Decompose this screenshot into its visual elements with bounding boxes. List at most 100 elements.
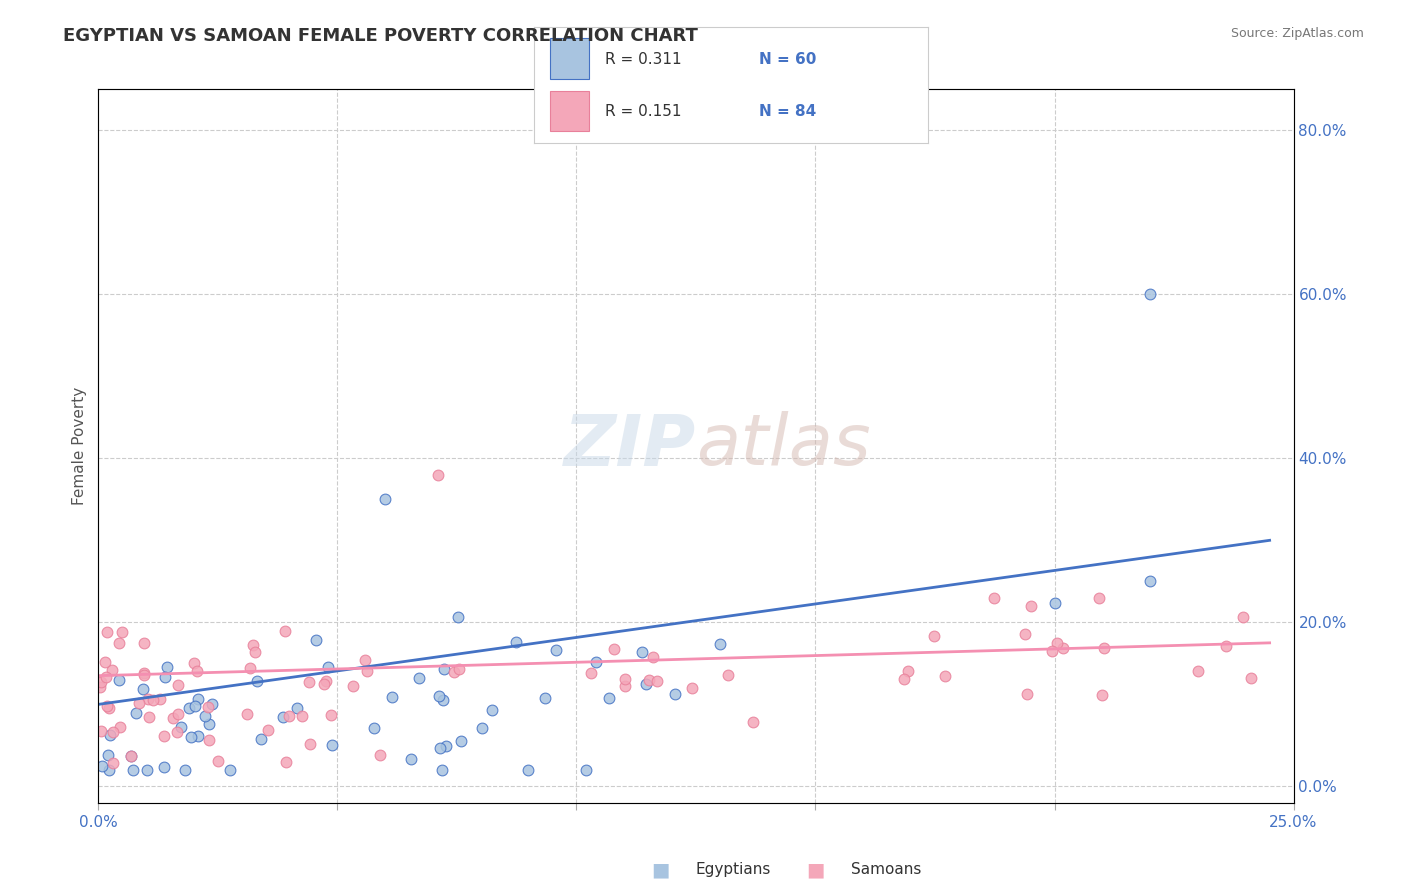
Point [897,665,920,679]
Point [1088,591,1111,606]
Point [239,661,262,675]
Point [399,752,422,766]
Point [1139,287,1161,301]
Text: R = 0.311: R = 0.311 [605,52,682,67]
Point [368,748,391,763]
Text: Source: ZipAtlas.com: Source: ZipAtlas.com [1230,27,1364,40]
Point [274,624,297,639]
Point [219,763,242,777]
FancyBboxPatch shape [550,38,589,79]
Text: N = 84: N = 84 [759,103,815,119]
Point [1052,640,1074,655]
Point [645,673,668,688]
Point [634,677,657,691]
Point [1017,687,1039,701]
Point [291,709,314,723]
Point [1092,640,1115,655]
Point [194,709,217,723]
Point [257,723,280,738]
Point [1232,610,1254,624]
Point [517,763,540,777]
Text: ZIP: ZIP [564,411,696,481]
Point [709,637,731,651]
Point [155,670,177,684]
Point [1215,639,1237,653]
Point [236,706,259,721]
Point [304,632,326,647]
Text: Egyptians: Egyptians [696,863,772,877]
Point [271,710,294,724]
Point [134,636,156,650]
Text: ■: ■ [651,860,671,880]
Point [152,760,174,774]
Point [132,681,155,696]
Point [187,729,209,743]
Point [299,737,322,751]
Point [121,763,143,777]
Point [246,673,269,688]
Point [613,679,636,693]
Point [1014,627,1036,641]
Point [101,663,124,677]
Point [243,645,266,659]
Point [742,714,765,729]
Point [186,664,208,678]
Text: R = 0.151: R = 0.151 [605,103,682,119]
Point [408,671,430,685]
Point [242,638,264,652]
Point [108,720,131,734]
Point [614,672,637,686]
Point [94,655,117,669]
Point [505,635,527,649]
Point [447,610,470,624]
Point [207,754,229,768]
Point [585,655,607,669]
Point [101,725,124,739]
Point [312,677,335,691]
Point [108,673,131,687]
Point [167,678,190,692]
Point [432,763,454,777]
Point [1091,688,1114,702]
Point [98,728,121,742]
Point [481,703,503,717]
Point [1187,665,1209,679]
Point [598,690,620,705]
Point [356,664,378,678]
Text: atlas: atlas [696,411,870,481]
Point [631,645,654,659]
Point [136,692,159,706]
Text: ■: ■ [806,860,825,880]
Point [184,699,207,714]
Y-axis label: Female Poverty: Female Poverty [72,387,87,505]
Point [450,734,472,748]
Point [132,666,155,681]
Point [108,636,131,650]
Point [319,707,342,722]
Point [316,659,339,673]
Point [575,763,598,777]
Point [90,724,112,739]
Point [91,759,114,773]
Point [1139,574,1161,589]
Point [374,492,396,507]
Point [381,690,404,704]
Point [603,642,626,657]
Point [125,706,148,720]
Point [432,693,454,707]
Point [664,687,686,701]
Point [156,660,179,674]
Point [120,749,142,764]
Text: N = 60: N = 60 [759,52,815,67]
Point [934,669,956,683]
Point [166,725,188,739]
Point [716,668,738,682]
Point [180,731,202,745]
Text: Samoans: Samoans [851,863,921,877]
Point [173,763,195,777]
Point [134,667,156,681]
Point [183,656,205,670]
Point [287,700,309,714]
Point [1046,635,1069,649]
Point [983,591,1005,606]
